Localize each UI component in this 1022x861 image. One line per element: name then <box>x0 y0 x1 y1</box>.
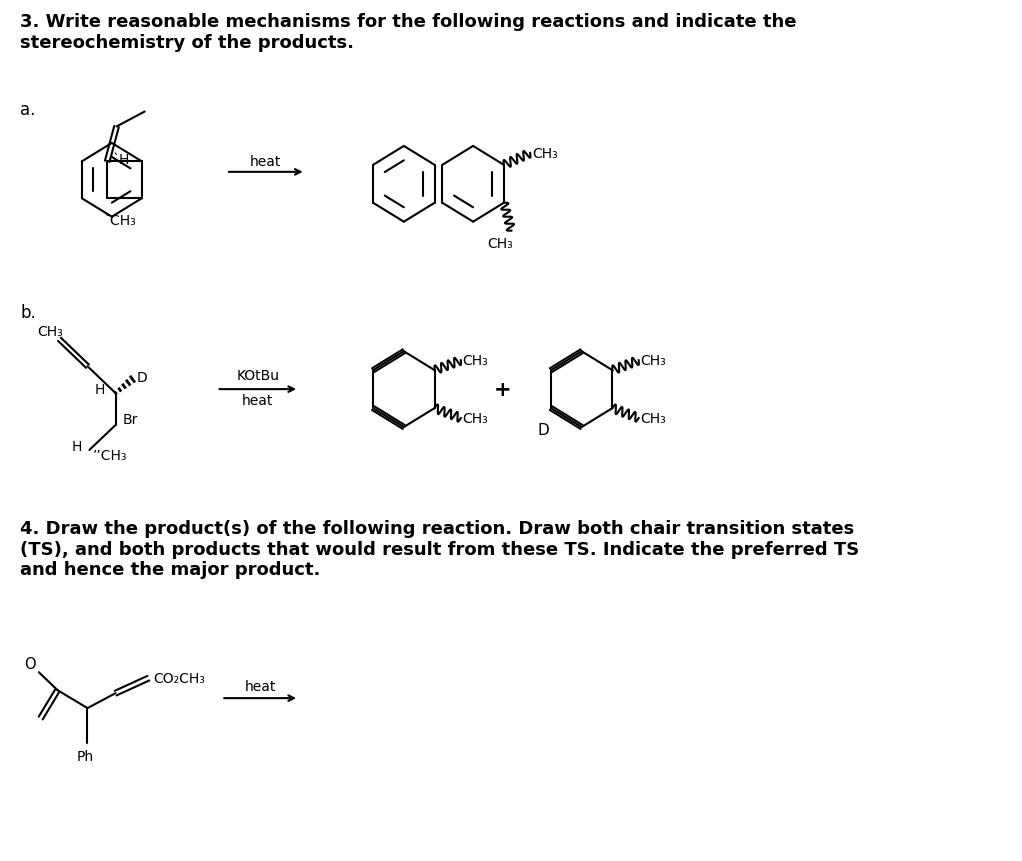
Text: heat: heat <box>244 679 276 693</box>
Text: a.: a. <box>20 101 36 119</box>
Text: heat: heat <box>242 393 274 407</box>
Text: CH₃: CH₃ <box>487 236 513 251</box>
Text: KOtBu: KOtBu <box>236 369 279 383</box>
Text: D: D <box>136 371 147 385</box>
Text: CH₃: CH₃ <box>37 325 62 339</box>
Text: Br: Br <box>123 412 138 426</box>
Text: H: H <box>72 439 82 454</box>
Text: O: O <box>24 656 36 671</box>
Text: CH₃: CH₃ <box>463 412 489 425</box>
Text: CH₃: CH₃ <box>641 412 666 425</box>
Text: CO₂CH₃: CO₂CH₃ <box>153 672 204 685</box>
Text: `H: `H <box>112 153 130 167</box>
Text: b.: b. <box>20 304 36 322</box>
Text: `CH₃: `CH₃ <box>103 214 136 228</box>
Text: heat: heat <box>250 155 281 169</box>
Text: 4. Draw the product(s) of the following reaction. Draw both chair transition sta: 4. Draw the product(s) of the following … <box>20 519 860 579</box>
Text: CH₃: CH₃ <box>532 146 558 161</box>
Text: CH₃: CH₃ <box>463 354 489 368</box>
Text: ’’CH₃: ’’CH₃ <box>93 449 128 462</box>
Text: +: + <box>494 380 511 400</box>
Text: H: H <box>95 382 105 397</box>
Text: CH₃: CH₃ <box>641 354 666 368</box>
Text: Ph: Ph <box>77 749 94 763</box>
Text: 3. Write reasonable mechanisms for the following reactions and indicate the
ster: 3. Write reasonable mechanisms for the f… <box>20 13 796 52</box>
Text: D: D <box>538 423 549 437</box>
